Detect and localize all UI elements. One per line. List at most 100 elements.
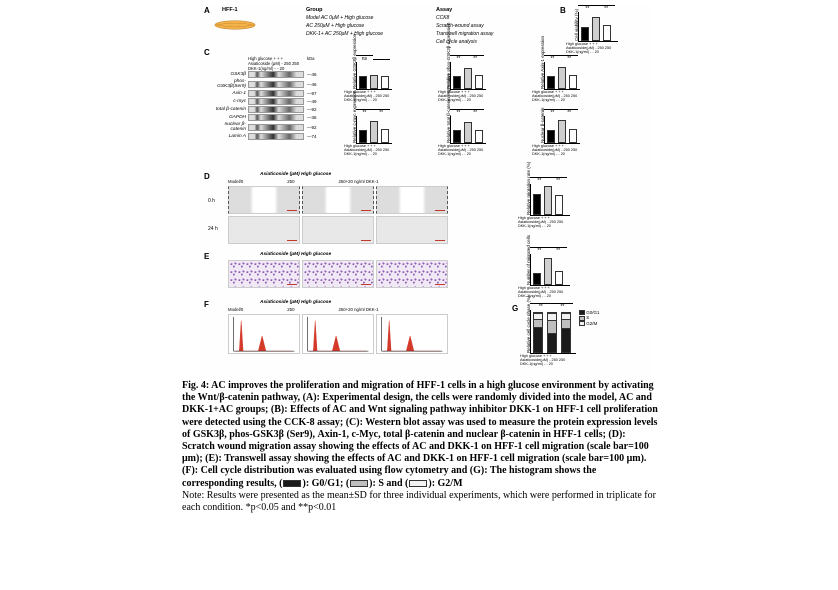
significance-marker: **** <box>544 55 579 62</box>
chart-bar <box>475 130 483 144</box>
blot-label: Lamin A <box>210 134 248 139</box>
stacked-segment <box>548 333 556 352</box>
blot-kda: —49 <box>304 99 322 104</box>
blot-band <box>248 133 304 140</box>
panel-d-col-labels: Model/0250250+20 ng/ml DKK-1 <box>228 179 378 184</box>
significance-marker: **** <box>530 177 569 184</box>
transwell-image <box>228 260 300 288</box>
panel-d-col: 250+20 ng/ml DKK-1 <box>338 179 378 184</box>
stacked-segment <box>548 313 556 320</box>
flow-histogram <box>228 314 300 354</box>
assay-header: Assay <box>436 7 493 13</box>
panel-d-col: Model/0 <box>228 179 243 184</box>
transwell-image <box>302 260 374 288</box>
legend-label-1: S <box>378 478 384 489</box>
blot-label: GAPDH <box>210 115 248 120</box>
panel-label-e: E <box>204 252 209 261</box>
significance-marker: ns <box>356 55 391 62</box>
stacked-segment <box>534 327 542 352</box>
blot-band <box>248 81 304 88</box>
chart-bar <box>558 67 566 89</box>
legend-label-2: G2/M <box>438 478 463 489</box>
blot-band <box>248 98 304 105</box>
scratch-image <box>302 216 374 244</box>
chart-bar <box>381 76 389 90</box>
panel-e-chart <box>530 254 570 286</box>
blot-kda: —36 <box>304 115 322 120</box>
chart-bar <box>555 195 563 215</box>
blot-row: nuclear β-catenin—92 <box>210 122 336 132</box>
significance-marker: **** <box>356 109 391 116</box>
panel-label-b: B <box>560 6 566 15</box>
significance-marker: **** <box>450 55 485 62</box>
panel-f-col-labels: Model/0250250+20 ng/ml DKK-1 <box>228 307 378 312</box>
blot-row: Axin-1—97 <box>210 90 336 97</box>
panel-label-a: A <box>204 6 210 15</box>
blot-label: GSK3β <box>210 72 248 77</box>
panel-g-legend: G0/G1 S G2/M <box>579 310 600 326</box>
chart-xticks: High glucose + + +Asiaticoside(μM) - 250… <box>566 42 625 55</box>
cell-shape-icon <box>214 18 256 32</box>
chart-xticks: High glucose + + +Asiaticoside(μM) - 250… <box>518 216 577 229</box>
blot-band <box>248 114 304 121</box>
chart-bar <box>475 75 483 89</box>
scratch-image <box>376 216 448 244</box>
blot-label: c-myc <box>210 99 248 104</box>
blot-row: total β-catenin—92 <box>210 106 336 113</box>
chart-bar <box>370 121 378 143</box>
blot-label: Axin-1 <box>210 91 248 96</box>
scale-bar <box>435 284 445 285</box>
chart-bar <box>544 258 552 285</box>
scale-bar <box>435 210 445 211</box>
caption-note: Note: Results were presented as the mean… <box>182 490 656 513</box>
panel-c-mini-chart <box>450 116 486 144</box>
blot-label: total β-catenin <box>210 107 248 112</box>
stacked-bar <box>547 312 557 353</box>
panel-f-header: Asiaticoside (μM) High glucose <box>260 300 331 305</box>
panel-c-mini-chart <box>356 62 392 90</box>
panel-c-mini-chart <box>356 116 392 144</box>
significance-marker: **** <box>544 109 579 116</box>
panel-d-chart <box>530 184 570 216</box>
panel-c-mini-chart <box>450 62 486 90</box>
scale-bar <box>287 284 297 285</box>
panel-a-assay-column: Assay CCK8 Scratch-wound assay Transwell… <box>436 7 493 45</box>
assay-line-1: Scratch-wound assay <box>436 23 493 29</box>
scale-bar <box>361 284 371 285</box>
chart-xticks: High glucose + + +Asiaticoside(μM) - 250… <box>438 144 493 157</box>
scratch-image <box>228 186 300 214</box>
panel-d-images <box>228 186 448 244</box>
chart-bar <box>558 120 566 143</box>
western-blot: High glucose + + + Asiaticoside (μM) - 2… <box>210 56 336 141</box>
chart-ylabel: Cell viability (%) <box>574 9 579 41</box>
chart-bar <box>592 17 600 41</box>
panel-f-col: 250+20 ng/ml DKK-1 <box>338 307 378 312</box>
figure-caption: Fig. 4: AC improves the proliferation an… <box>182 380 658 514</box>
chart-bar <box>544 186 552 215</box>
significance-marker: **** <box>578 5 617 12</box>
panel-d-rowlabel: 0 h <box>208 198 218 204</box>
flow-histogram <box>302 314 374 354</box>
chart-xticks: High glucose + + +Asiaticoside(μM) - 250… <box>344 144 399 157</box>
blot-band <box>248 124 304 131</box>
significance-marker: **** <box>530 303 575 310</box>
chart-bar <box>381 129 389 143</box>
chart-bar <box>603 25 611 41</box>
chart-xticks: High glucose + + +Asiaticoside(μM) - 250… <box>532 90 587 103</box>
chart-bar <box>453 130 461 144</box>
scratch-image <box>376 186 448 214</box>
panel-label-g: G <box>512 304 518 313</box>
stacked-segment <box>548 320 556 333</box>
blot-kda: —46 <box>304 82 322 87</box>
panel-d-row-labels: 0 h24 h <box>208 190 218 232</box>
legend-label-0: G0/G1 <box>312 478 340 489</box>
blot-row: c-myc —49 <box>210 98 336 105</box>
blot-row: GAPDH —36 <box>210 114 336 121</box>
panel-f-col: Model/0 <box>228 307 243 312</box>
chart-bar <box>453 76 461 90</box>
hff1-label: HFF-1 <box>222 7 238 13</box>
group-line-2: DKK-1+ AC 250μM + High glucose <box>306 31 383 37</box>
legend-swatch-s <box>350 480 368 487</box>
blot-kda: —92 <box>304 125 322 130</box>
assay-line-3: Cell cycle analysis <box>436 39 493 45</box>
